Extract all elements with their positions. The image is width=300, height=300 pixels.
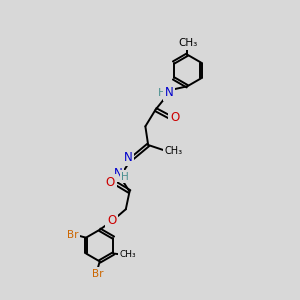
Text: O: O — [106, 176, 115, 189]
Text: CH₃: CH₃ — [178, 38, 198, 49]
Text: H: H — [158, 88, 166, 98]
Text: N: N — [113, 167, 122, 180]
Text: Br: Br — [67, 230, 78, 240]
Text: H: H — [122, 172, 129, 182]
Text: N: N — [165, 86, 174, 99]
Text: CH₃: CH₃ — [119, 250, 136, 259]
Text: N: N — [124, 151, 132, 164]
Text: O: O — [170, 112, 179, 124]
Text: O: O — [107, 214, 116, 227]
Text: Br: Br — [92, 268, 103, 278]
Text: CH₃: CH₃ — [164, 146, 182, 156]
